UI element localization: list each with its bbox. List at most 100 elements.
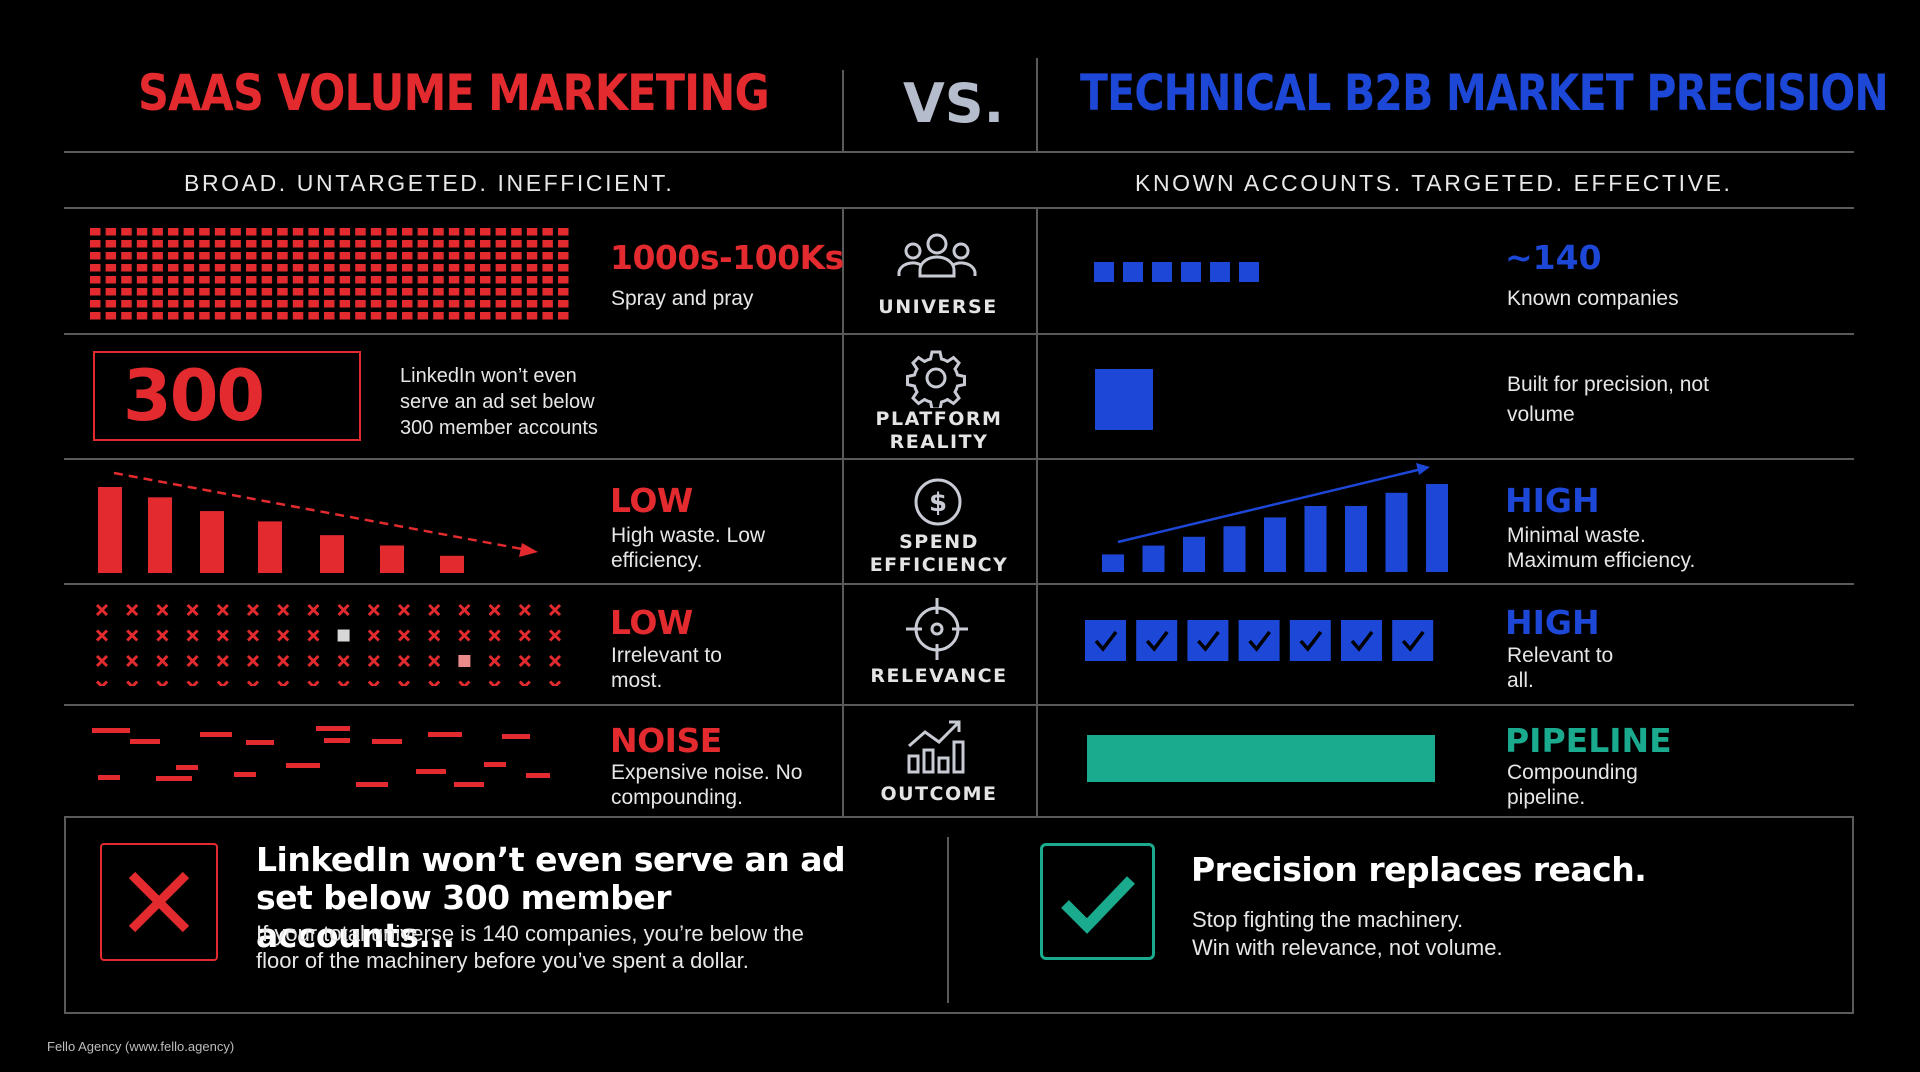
blue-squares-row xyxy=(1094,262,1259,282)
x-mark xyxy=(518,654,531,668)
grid-cell xyxy=(558,312,569,320)
grid-cell xyxy=(464,228,475,236)
grid-cell xyxy=(152,312,163,320)
account-square xyxy=(1152,262,1172,282)
grid-cell xyxy=(433,228,444,236)
dollar-icon: $ xyxy=(914,478,962,526)
people-icon xyxy=(897,233,977,278)
grid-cell xyxy=(448,252,460,260)
spend-right-stat: HIGH xyxy=(1505,481,1600,520)
x-mark xyxy=(367,680,380,686)
grid-cell xyxy=(246,228,257,236)
grid-cell xyxy=(324,252,335,260)
x-mark xyxy=(186,603,199,617)
grid-cell xyxy=(339,264,351,272)
grid-cell xyxy=(448,288,460,296)
x-mark xyxy=(95,680,109,686)
grid-cell xyxy=(417,300,429,308)
grid-cell xyxy=(495,228,507,236)
relevant-cell xyxy=(458,655,471,667)
grid-cell xyxy=(308,276,319,284)
grid-cell xyxy=(511,312,522,320)
grid-cell xyxy=(542,264,553,272)
grid-cell xyxy=(199,288,210,296)
table-divider-right xyxy=(1036,208,1038,816)
grid-cell xyxy=(308,240,319,248)
grid-cell xyxy=(261,312,273,320)
grid-cell xyxy=(417,264,429,272)
grid-cell xyxy=(480,240,491,248)
x-mark xyxy=(307,654,320,668)
grid-cell xyxy=(495,252,507,260)
grid-cell xyxy=(246,252,257,260)
rising-bar xyxy=(1102,554,1124,572)
grid-cell xyxy=(417,228,429,236)
grid-cell xyxy=(448,240,460,248)
x-mark xyxy=(246,629,260,642)
grid-cell xyxy=(558,252,569,260)
grid-cell xyxy=(121,252,132,260)
grid-cell xyxy=(168,312,179,320)
x-icon-box xyxy=(100,843,218,961)
grid-cell xyxy=(183,240,195,248)
category-relevance: RELEVANCE xyxy=(870,665,1008,687)
grid-cell xyxy=(370,228,382,236)
x-mark xyxy=(246,680,260,686)
grid-cell xyxy=(277,252,288,260)
grid-cell xyxy=(355,312,366,320)
trend-line-rising xyxy=(1117,466,1427,544)
grid-cell xyxy=(558,288,569,296)
x-mark xyxy=(337,654,350,668)
grid-cell xyxy=(402,312,413,320)
bottom-right-heading: Precision replaces reach. xyxy=(1191,850,1647,889)
grid-cell xyxy=(480,276,491,284)
right-title: TECHNICAL B2B MARKET PRECISION xyxy=(1080,64,1889,122)
grid-cell xyxy=(292,252,304,260)
grid-cell xyxy=(542,300,553,308)
grid-cell xyxy=(292,312,304,320)
grid-cell xyxy=(370,264,382,272)
outcome-right-stat: PIPELINE xyxy=(1505,721,1672,760)
grid-cell xyxy=(121,276,132,284)
trend-arrowhead-rising xyxy=(1416,463,1430,475)
grid-cell xyxy=(246,264,257,272)
table-divider-left xyxy=(842,208,844,816)
grid-cell xyxy=(370,276,382,284)
checked-box xyxy=(1136,620,1178,661)
relevance-left-stat: LOW xyxy=(610,603,693,642)
grid-cell xyxy=(464,312,475,320)
grid-cell xyxy=(402,228,413,236)
x-mark xyxy=(548,654,562,668)
x-mark xyxy=(277,629,290,642)
grid-cell xyxy=(464,240,475,248)
grid-cell xyxy=(542,252,553,260)
grid-cell xyxy=(261,300,273,308)
grid-cell xyxy=(355,240,366,248)
x-mark xyxy=(277,654,290,668)
grid-cell xyxy=(308,264,319,272)
grid-cell xyxy=(199,300,210,308)
x-mark xyxy=(126,654,139,668)
x-mark xyxy=(216,680,229,686)
declining-bar xyxy=(98,487,122,573)
grid-cell xyxy=(526,228,538,236)
grid-cell xyxy=(511,264,522,272)
grid-cell xyxy=(339,312,351,320)
checked-box xyxy=(1085,620,1126,661)
checked-box xyxy=(1392,620,1434,661)
x-mark xyxy=(367,654,380,668)
grid-cell xyxy=(542,276,553,284)
grid-cell xyxy=(214,288,226,296)
x-mark xyxy=(458,680,471,686)
grid-cell xyxy=(417,276,429,284)
spend-right-desc: Minimal waste. Maximum efficiency. xyxy=(1507,524,1696,572)
grid-cell xyxy=(261,276,273,284)
grid-cell xyxy=(90,228,101,236)
grid-cell xyxy=(511,276,522,284)
x-mark xyxy=(246,654,260,668)
grid-cell xyxy=(511,228,522,236)
grid-cell xyxy=(199,312,210,320)
grid-cell xyxy=(355,276,366,284)
grid-cell xyxy=(448,312,460,320)
grid-cell xyxy=(105,300,117,308)
